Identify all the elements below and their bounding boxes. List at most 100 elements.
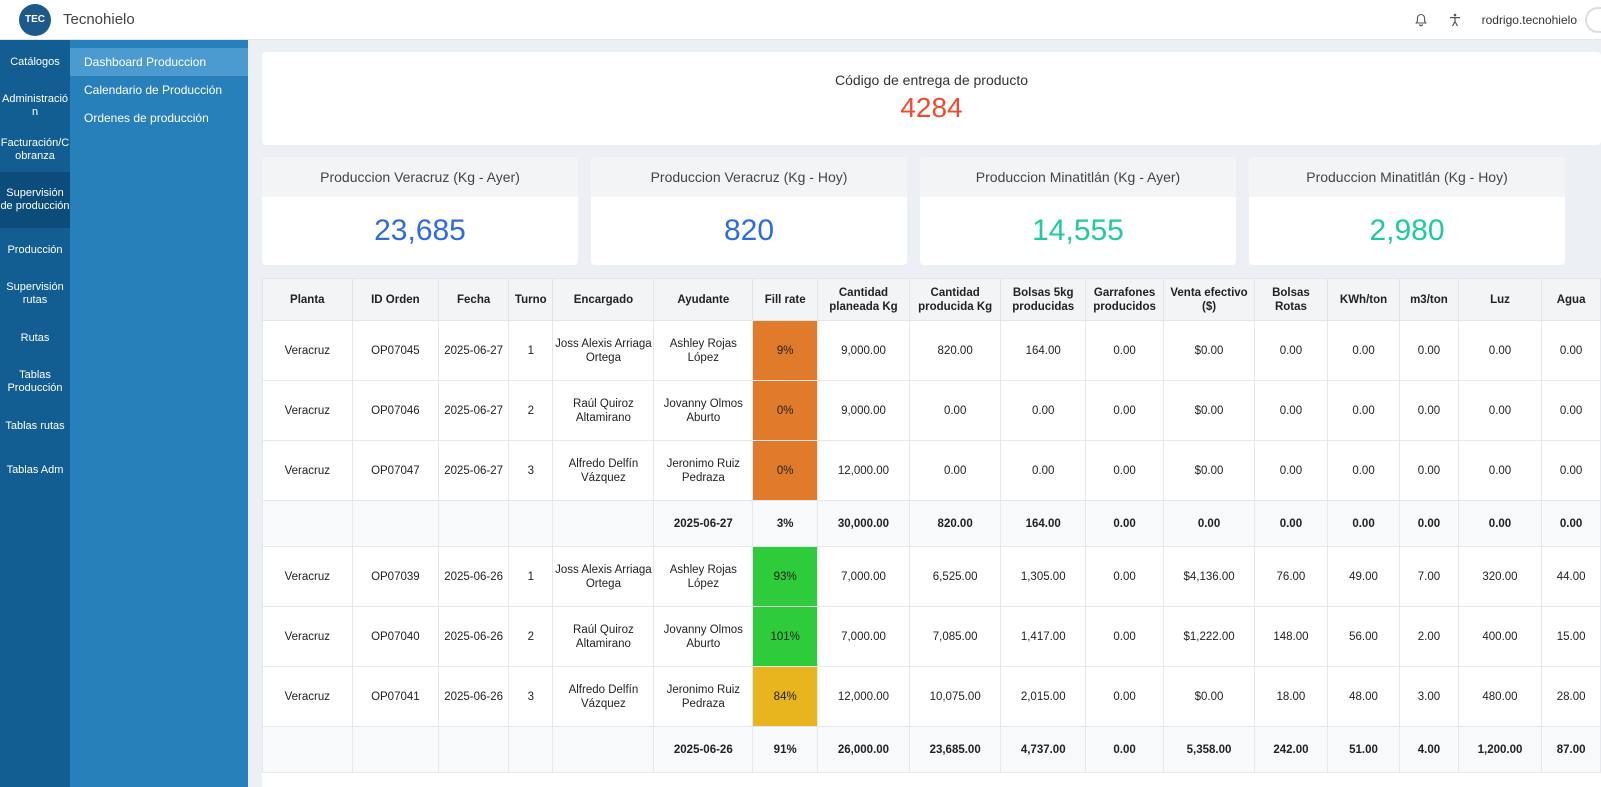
table-cell: 0.00 bbox=[1541, 380, 1601, 441]
table-cell: 1,200.00 bbox=[1457, 726, 1543, 773]
sidebar-item-catalogos[interactable]: Catálogos bbox=[0, 40, 70, 84]
table-total-row: 2025-06-27 3% 30,000.00 820.00 164.00 0.00 0.0… bbox=[262, 500, 1601, 547]
app-name: Tecnohielo bbox=[63, 11, 135, 28]
sidebar-item-facturacion[interactable]: Facturación/C obranza bbox=[0, 128, 70, 172]
table-cell: 2025-06-26 bbox=[438, 666, 510, 727]
sidebar-item-supervision-produccion[interactable]: Supervisión de producción bbox=[0, 172, 70, 228]
stat-card-minatitlan-ayer: Produccion Minatitlán (Kg - Ayer) 14,555 bbox=[920, 157, 1236, 265]
table-cell: Veracruz bbox=[262, 546, 353, 607]
column-header[interactable]: Ayudante bbox=[653, 278, 754, 321]
sidebar-item-administracion[interactable]: Administració n bbox=[0, 84, 70, 128]
sidebar-item-produccion[interactable]: Producción bbox=[0, 228, 70, 272]
table-cell: 242.00 bbox=[1253, 726, 1328, 773]
table-row: Veracruz OP07047 2025-06-27 3 Alfredo Delfín… bbox=[262, 440, 1601, 501]
table-cell bbox=[508, 726, 554, 773]
table-cell: 0.00 bbox=[1457, 440, 1543, 501]
sidebar-item-rutas[interactable]: Rutas bbox=[0, 316, 70, 360]
sidebar-item-tablas-produccion[interactable]: Tablas Producción bbox=[0, 360, 70, 404]
table-cell: 320.00 bbox=[1457, 546, 1543, 607]
table-cell bbox=[262, 726, 353, 773]
table-cell: 0.00 bbox=[1084, 546, 1165, 607]
table-cell: 0.00 bbox=[1541, 440, 1601, 501]
table-cell: 820.00 bbox=[908, 500, 1002, 547]
table-cell bbox=[438, 500, 510, 547]
table-cell: 51.00 bbox=[1326, 726, 1401, 773]
table-cell bbox=[351, 726, 440, 773]
table-cell: 56.00 bbox=[1326, 606, 1401, 667]
table-cell: 0.00 bbox=[1457, 320, 1543, 381]
stat-value: 820 bbox=[723, 214, 775, 247]
column-header[interactable]: Agua bbox=[1541, 278, 1601, 321]
app-logo[interactable]: TEC bbox=[19, 3, 51, 36]
column-header[interactable]: Fill rate bbox=[752, 278, 819, 321]
table-cell: 7.00 bbox=[1399, 546, 1459, 607]
fill-rate-cell: 93% bbox=[752, 546, 819, 607]
column-header[interactable]: Encargado bbox=[552, 278, 655, 321]
fill-rate-cell: 3% bbox=[752, 500, 819, 547]
table-cell: 4.00 bbox=[1399, 726, 1459, 773]
table-cell: 2025-06-26 bbox=[438, 606, 510, 667]
stat-value: 2,980 bbox=[1369, 214, 1445, 247]
accessibility-icon[interactable] bbox=[1448, 13, 1462, 27]
table-cell: 12,000.00 bbox=[817, 666, 910, 727]
sidebar-item-label: Tablas rutas bbox=[5, 419, 65, 432]
table-cell: OP07039 bbox=[351, 546, 440, 607]
table-cell: 400.00 bbox=[1457, 606, 1543, 667]
table-cell: $0.00 bbox=[1163, 380, 1255, 441]
column-header[interactable]: Garrafones producidos bbox=[1084, 278, 1165, 321]
column-header[interactable]: ID Orden bbox=[351, 278, 440, 321]
table-cell: 164.00 bbox=[1000, 500, 1086, 547]
column-header[interactable]: m3/ton bbox=[1399, 278, 1459, 321]
sidebar-item-supervision-rutas[interactable]: Supervisión rutas bbox=[0, 272, 70, 316]
column-header[interactable]: Turno bbox=[508, 278, 554, 321]
table-cell: 23,685.00 bbox=[908, 726, 1002, 773]
column-header[interactable]: Cantidad producida Kg bbox=[908, 278, 1002, 321]
table-row: Veracruz OP07039 2025-06-26 1 Joss Alexis Ar… bbox=[262, 546, 1601, 607]
column-header[interactable]: Cantidad planeada Kg bbox=[817, 278, 910, 321]
username[interactable]: rodrigo.tecnohielo bbox=[1481, 13, 1577, 27]
column-header[interactable]: Bolsas 5kg producidas bbox=[1000, 278, 1086, 321]
sidebar-item-tablas-rutas[interactable]: Tablas rutas bbox=[0, 404, 70, 448]
table-cell: Alfredo Delfín Vázquez bbox=[552, 440, 655, 501]
table-cell: Veracruz bbox=[262, 320, 353, 381]
stat-card-veracruz-ayer: Produccion Veracruz (Kg - Ayer) 23,685 bbox=[262, 157, 578, 265]
table-cell: 0.00 bbox=[1326, 440, 1401, 501]
sidebar-item-label: Catálogos bbox=[10, 55, 60, 68]
table-cell: 0.00 bbox=[1326, 380, 1401, 441]
table-cell: Raúl Quiroz Altamirano bbox=[552, 380, 655, 441]
table-cell: 0.00 bbox=[1084, 666, 1165, 727]
sub-navigation: Dashboard Produccion Calendario de Produ… bbox=[70, 40, 248, 787]
table-cell: 0.00 bbox=[908, 440, 1002, 501]
subnav-item-dashboard[interactable]: Dashboard Produccion bbox=[70, 48, 248, 76]
table-cell: 0.00 bbox=[1000, 380, 1086, 441]
production-table-container: Planta ID Orden Fecha Turno Encargado Ayudant… bbox=[262, 278, 1601, 787]
table-cell: Veracruz bbox=[262, 440, 353, 501]
table-cell: 2 bbox=[508, 606, 554, 667]
table-cell: 87.00 bbox=[1541, 726, 1601, 773]
table-cell: Jovanny Olmos Aburto bbox=[653, 380, 754, 441]
column-header[interactable]: Venta efectivo ($) bbox=[1163, 278, 1255, 321]
sidebar-item-label: Supervisión rutas bbox=[6, 281, 64, 306]
table-cell: 28.00 bbox=[1541, 666, 1601, 727]
column-header[interactable]: Planta bbox=[262, 278, 353, 321]
column-header[interactable]: Luz bbox=[1457, 278, 1543, 321]
table-cell bbox=[351, 500, 440, 547]
subnav-item-calendario[interactable]: Calendario de Producción bbox=[84, 83, 223, 97]
sidebar-item-tablas-adm[interactable]: Tablas Adm bbox=[0, 448, 70, 492]
bell-icon[interactable] bbox=[1414, 13, 1428, 27]
table-cell: Joss Alexis Arriaga Ortega bbox=[552, 320, 655, 381]
table-cell: 148.00 bbox=[1253, 606, 1328, 667]
stat-label: Produccion Minatitlán (Kg - Hoy) bbox=[1249, 157, 1565, 197]
column-header[interactable]: Bolsas Rotas bbox=[1253, 278, 1328, 321]
column-header[interactable]: KWh/ton bbox=[1326, 278, 1401, 321]
delivery-code-value: 4284 bbox=[900, 92, 963, 123]
table-cell: 0.00 bbox=[1253, 380, 1328, 441]
subnav-item-ordenes[interactable]: Ordenes de producción bbox=[84, 111, 209, 125]
table-cell: Veracruz bbox=[262, 606, 353, 667]
top-right-controls: rodrigo.tecnohielo bbox=[1414, 0, 1601, 40]
stat-label: Produccion Veracruz (Kg - Hoy) bbox=[591, 157, 907, 197]
sidebar: Catálogos Administració n Facturación/C ob… bbox=[0, 40, 70, 787]
column-header[interactable]: Fecha bbox=[438, 278, 510, 321]
avatar[interactable] bbox=[1585, 7, 1601, 33]
table-cell bbox=[438, 726, 510, 773]
